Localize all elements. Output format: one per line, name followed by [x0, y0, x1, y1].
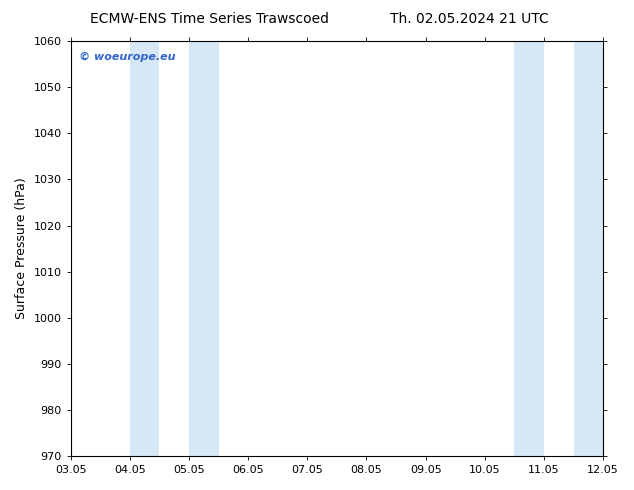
Text: ECMW-ENS Time Series Trawscoed: ECMW-ENS Time Series Trawscoed	[90, 12, 328, 26]
Y-axis label: Surface Pressure (hPa): Surface Pressure (hPa)	[15, 178, 28, 319]
Bar	[574, 41, 603, 456]
Bar	[130, 41, 159, 456]
Text: Th. 02.05.2024 21 UTC: Th. 02.05.2024 21 UTC	[390, 12, 548, 26]
Bar	[189, 41, 219, 456]
Text: © woeurope.eu: © woeurope.eu	[79, 51, 175, 62]
Bar	[514, 41, 544, 456]
